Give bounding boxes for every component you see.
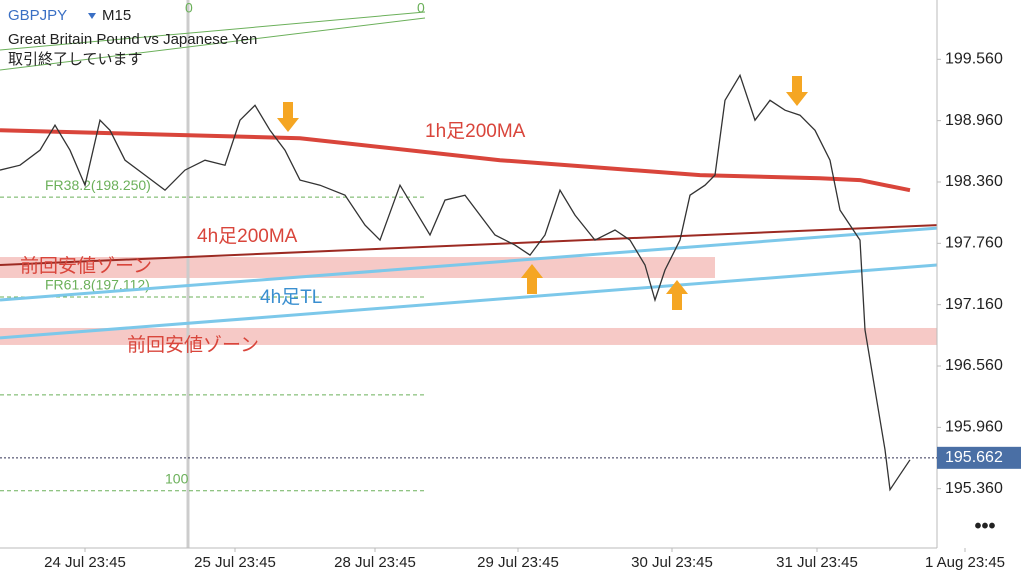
y-tick-label: 195.360 [945,480,1003,497]
overlay-line [0,226,938,302]
x-tick-label: 24 Jul 23:45 [44,554,126,571]
annotation: 1h足200MA [425,121,526,142]
annotation: 4h足200MA [197,226,298,247]
overlay-line [0,128,911,193]
plot-area: FR38.2(198.250) FR61.8(197.112) 100 0 0 1h足20… [0,0,938,548]
y-tick-label: 199.560 [945,51,1003,68]
y-tick-label: 197.760 [945,235,1003,252]
overlay-line [0,224,938,266]
y-tick-label: 195.960 [945,419,1003,436]
arrow-marker [521,264,543,294]
arrow-marker [786,76,808,106]
overlay-line [0,263,938,340]
annotation: 前回安値ゾーン [127,334,259,356]
status: 取引終了しています [8,51,143,68]
x-tick-label: 1 Aug 23:45 [925,554,1005,571]
symbol[interactable]: GBPJPY [8,7,67,24]
fib-label: FR38.2(198.250) [45,177,151,193]
last-price-box [937,446,1021,469]
fib-label: 0 [185,0,193,16]
y-tick-label: 197.160 [945,296,1003,313]
x-tick-label: 25 Jul 23:45 [194,554,276,571]
dropdown-icon[interactable] [88,13,96,19]
last-price-label: 195.662 [945,449,1003,466]
y-tick-label: 196.560 [945,357,1003,374]
arrow-marker [277,102,299,132]
x-tick-label: 29 Jul 23:45 [477,554,559,571]
fib-label: 0 [417,0,425,16]
x-tick-label: 30 Jul 23:45 [631,554,713,571]
x-tick-label: 31 Jul 23:45 [776,554,858,571]
y-tick-label: 198.960 [945,112,1003,129]
x-tick-label: 28 Jul 23:45 [334,554,416,571]
price-line [0,73,911,492]
annotation: 4h足TL [260,287,322,308]
fib-label: 100 [165,470,189,486]
menu-button[interactable]: ••• [974,515,995,537]
zone [0,327,937,345]
y-tick-label: 198.360 [945,173,1003,190]
fib-label: FR61.8(197.112) [45,277,150,293]
fib-line [0,17,426,71]
timeframe[interactable]: M15 [102,7,131,24]
fib-line [0,11,426,51]
annotation: 前回安値ゾーン [20,255,152,277]
subtitle: Great Britain Pound vs Japanese Yen [8,31,257,48]
arrow-marker [666,280,688,310]
